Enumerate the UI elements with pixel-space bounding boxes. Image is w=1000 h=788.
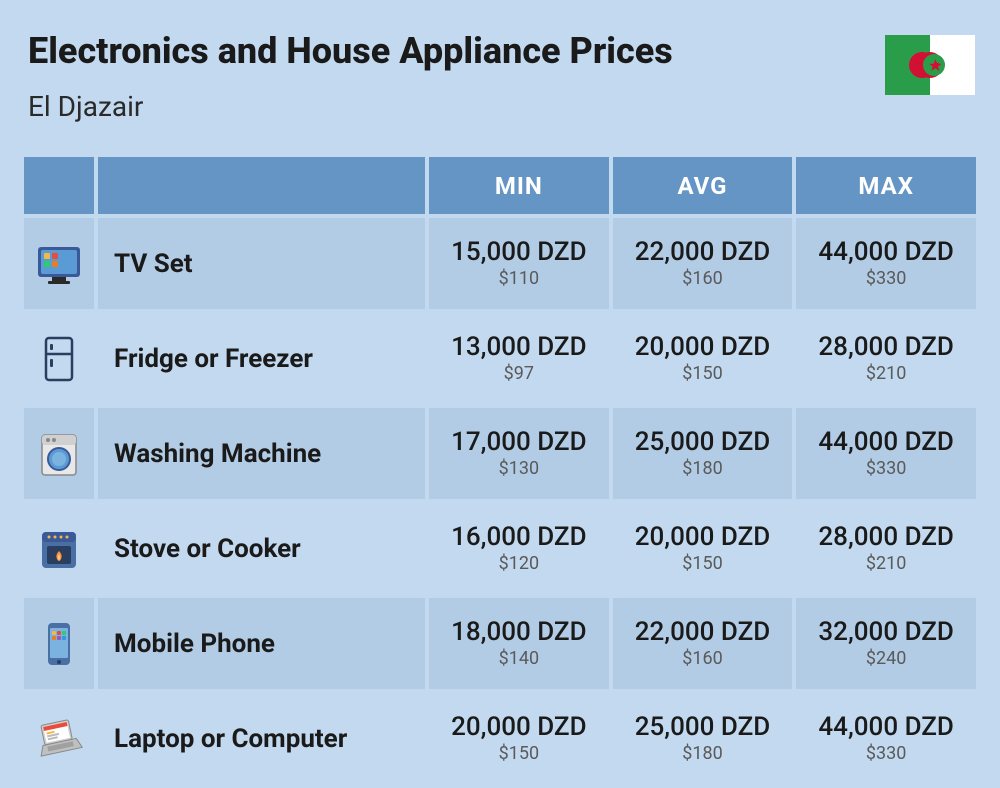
price-cell: 20,000 DZD $150 <box>429 693 609 784</box>
table-row: Washing Machine 17,000 DZD $130 25,000 D… <box>24 408 976 499</box>
header-min: MIN <box>429 157 609 214</box>
price-sub: $150 <box>614 553 792 575</box>
price-cell: 20,000 DZD $150 <box>613 313 793 404</box>
price-cell: 25,000 DZD $180 <box>613 693 793 784</box>
price-main: 28,000 DZD <box>797 332 975 363</box>
price-main: 25,000 DZD <box>614 427 792 458</box>
price-main: 44,000 DZD <box>797 427 975 458</box>
price-main: 17,000 DZD <box>430 427 608 458</box>
header-item-col <box>98 157 425 214</box>
price-sub: $330 <box>797 743 975 765</box>
price-cell: 16,000 DZD $120 <box>429 503 609 594</box>
table-row: Stove or Cooker 16,000 DZD $120 20,000 D… <box>24 503 976 594</box>
price-sub: $330 <box>797 268 975 290</box>
price-main: 44,000 DZD <box>797 712 975 743</box>
stove-icon <box>24 503 94 594</box>
item-name: Washing Machine <box>98 408 425 499</box>
price-sub: $160 <box>614 648 792 670</box>
table-row: Laptop or Computer 20,000 DZD $150 25,00… <box>24 693 976 784</box>
price-sub: $240 <box>797 648 975 670</box>
price-cell: 28,000 DZD $210 <box>796 503 976 594</box>
price-sub: $160 <box>614 268 792 290</box>
price-main: 25,000 DZD <box>614 712 792 743</box>
table-row: Fridge or Freezer 13,000 DZD $97 20,000 … <box>24 313 976 404</box>
table-row: TV Set 15,000 DZD $110 22,000 DZD $160 4… <box>24 218 976 309</box>
price-main: 22,000 DZD <box>614 237 792 268</box>
price-main: 15,000 DZD <box>430 237 608 268</box>
price-main: 20,000 DZD <box>430 712 608 743</box>
item-name: Fridge or Freezer <box>98 313 425 404</box>
page-subtitle: El Djazair <box>28 90 885 123</box>
price-main: 22,000 DZD <box>614 617 792 648</box>
item-name: TV Set <box>98 218 425 309</box>
price-cell: 44,000 DZD $330 <box>796 693 976 784</box>
price-sub: $330 <box>797 458 975 480</box>
price-cell: 13,000 DZD $97 <box>429 313 609 404</box>
header-icon-col <box>24 157 94 214</box>
item-name: Laptop or Computer <box>98 693 425 784</box>
item-name: Mobile Phone <box>98 598 425 689</box>
price-sub: $180 <box>614 458 792 480</box>
price-sub: $140 <box>430 648 608 670</box>
price-sub: $150 <box>614 363 792 385</box>
price-main: 20,000 DZD <box>614 522 792 553</box>
page-title: Electronics and House Appliance Prices <box>28 30 885 72</box>
algeria-flag-icon <box>885 35 975 95</box>
price-main: 28,000 DZD <box>797 522 975 553</box>
price-main: 20,000 DZD <box>614 332 792 363</box>
header-text: Electronics and House Appliance Prices E… <box>20 30 885 143</box>
price-sub: $120 <box>430 553 608 575</box>
header-avg: AVG <box>613 157 793 214</box>
price-sub: $210 <box>797 553 975 575</box>
price-main: 13,000 DZD <box>430 332 608 363</box>
price-cell: 44,000 DZD $330 <box>796 408 976 499</box>
price-cell: 44,000 DZD $330 <box>796 218 976 309</box>
price-sub: $150 <box>430 743 608 765</box>
item-name: Stove or Cooker <box>98 503 425 594</box>
table-row: Mobile Phone 18,000 DZD $140 22,000 DZD … <box>24 598 976 689</box>
fridge-icon <box>24 313 94 404</box>
price-cell: 20,000 DZD $150 <box>613 503 793 594</box>
header-max: MAX <box>796 157 976 214</box>
price-main: 16,000 DZD <box>430 522 608 553</box>
price-sub: $110 <box>430 268 608 290</box>
price-cell: 17,000 DZD $130 <box>429 408 609 499</box>
price-sub: $210 <box>797 363 975 385</box>
price-cell: 18,000 DZD $140 <box>429 598 609 689</box>
tv-icon <box>24 218 94 309</box>
price-sub: $130 <box>430 458 608 480</box>
price-main: 44,000 DZD <box>797 237 975 268</box>
price-sub: $97 <box>430 363 608 385</box>
price-main: 32,000 DZD <box>797 617 975 648</box>
price-cell: 28,000 DZD $210 <box>796 313 976 404</box>
laptop-icon <box>24 693 94 784</box>
price-main: 18,000 DZD <box>430 617 608 648</box>
price-cell: 22,000 DZD $160 <box>613 218 793 309</box>
washer-icon <box>24 408 94 499</box>
table-header: MIN AVG MAX <box>24 157 976 214</box>
page-container: Electronics and House Appliance Prices E… <box>0 0 1000 788</box>
price-cell: 25,000 DZD $180 <box>613 408 793 499</box>
price-cell: 15,000 DZD $110 <box>429 218 609 309</box>
header: Electronics and House Appliance Prices E… <box>20 30 980 143</box>
price-sub: $180 <box>614 743 792 765</box>
price-cell: 32,000 DZD $240 <box>796 598 976 689</box>
price-cell: 22,000 DZD $160 <box>613 598 793 689</box>
phone-icon <box>24 598 94 689</box>
table-body: TV Set 15,000 DZD $110 22,000 DZD $160 4… <box>24 218 976 784</box>
price-table: MIN AVG MAX <box>20 153 980 788</box>
